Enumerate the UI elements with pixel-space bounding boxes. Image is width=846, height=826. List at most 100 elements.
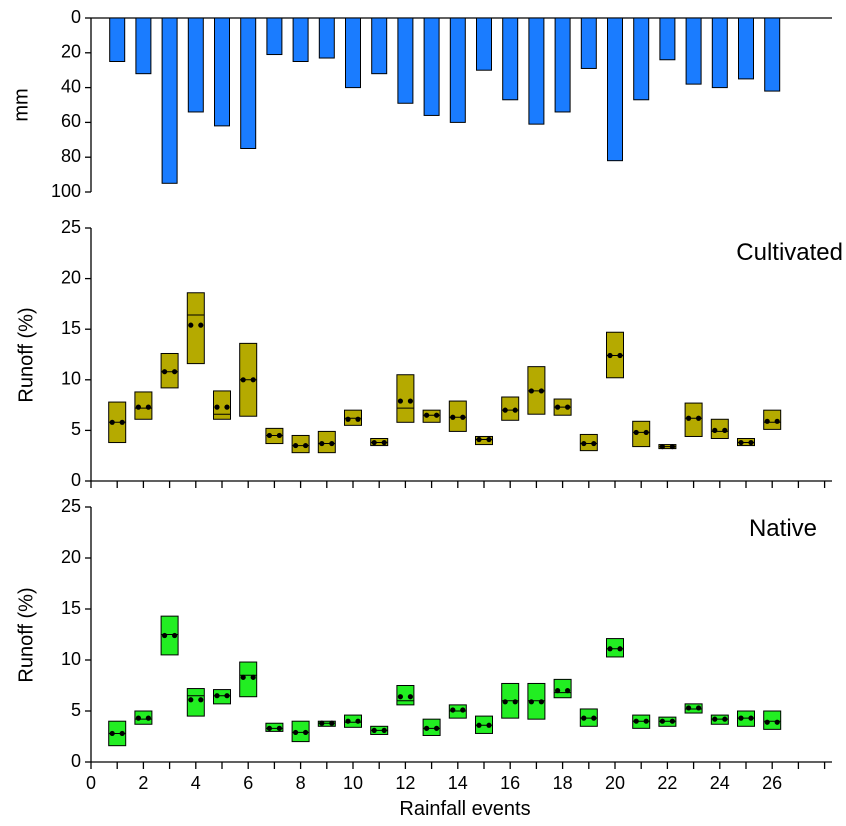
native-y-tick-label: 25	[61, 496, 81, 516]
native-mean-dot	[764, 719, 770, 725]
rainfall-bar	[109, 17, 126, 62]
native-mean-dot	[250, 674, 256, 680]
native-mean-dot	[329, 720, 335, 726]
native-box	[579, 708, 598, 727]
rainfall-y-axis-title: mm	[10, 88, 32, 121]
rainfall-bar	[135, 17, 152, 75]
cultivated-box	[448, 400, 467, 432]
native-x-tick-label: 26	[762, 773, 782, 793]
cultivated-mean-dot	[696, 415, 702, 421]
cultivated-mean-dot	[276, 432, 282, 439]
native-mean-dot	[276, 725, 282, 731]
rainfall-bar	[764, 17, 781, 92]
cultivated-box	[632, 420, 651, 448]
cultivated-mean-dot	[659, 443, 666, 450]
rainfall-y-tick-label: 0	[71, 7, 81, 27]
native-box	[344, 714, 362, 728]
rainfall-bar	[292, 17, 309, 62]
cultivated-box	[265, 427, 284, 445]
native-mean-dot	[188, 697, 194, 703]
rainfall-bar	[711, 17, 728, 89]
native-mean-dot	[712, 716, 718, 722]
rainfall-bar	[161, 17, 178, 184]
native-box	[527, 682, 546, 720]
cultivated-mean-dot	[240, 377, 246, 383]
native-mean-dot	[109, 730, 115, 737]
native-mean-dot	[319, 720, 325, 726]
cultivated-box	[317, 430, 336, 454]
rainfall-y-tick-label: 40	[61, 76, 81, 96]
cultivated-mean-dot	[198, 322, 204, 328]
rainfall-bar	[266, 17, 283, 56]
native-box	[606, 638, 624, 658]
cultivated-mean-dot	[565, 404, 571, 410]
rainfall-bar	[423, 17, 440, 116]
cultivated-mean-dot	[250, 377, 256, 383]
native-box	[658, 716, 677, 727]
native-mean-dot	[424, 725, 430, 731]
native-mean-dot	[617, 646, 623, 652]
native-mean-dot	[486, 722, 492, 728]
native-mean-dot	[135, 715, 141, 721]
cultivated-mean-dot	[591, 440, 597, 447]
cultivated-mean-dot	[722, 427, 728, 433]
native-mean-dot	[696, 705, 702, 711]
rainfall-y-tick-label: 80	[61, 146, 81, 166]
native-box	[737, 710, 755, 727]
native-panel-label: Native	[749, 515, 817, 542]
cultivated-mean-dot	[633, 429, 639, 436]
native-mean-dot	[214, 693, 220, 699]
cultivated-mean-dot	[303, 442, 309, 449]
native-mean-dot	[266, 725, 272, 731]
cultivated-mean-dot	[538, 388, 545, 394]
native-x-tick-label: 24	[710, 773, 730, 793]
native-mean-dot	[633, 718, 639, 724]
cultivated-mean-dot	[712, 427, 718, 433]
rainfall-bar	[371, 17, 388, 75]
cultivated-mean-dot	[450, 414, 456, 420]
native-mean-dot	[172, 632, 178, 639]
native-box	[239, 661, 258, 698]
cultivated-mean-dot	[293, 442, 299, 449]
native-box	[684, 703, 703, 714]
cultivated-box	[527, 366, 546, 415]
cultivated-mean-dot	[607, 352, 613, 359]
rainfall-bar	[318, 17, 335, 59]
rainfall-y-tick-label: 20	[61, 42, 81, 62]
cultivated-mean-dot	[528, 388, 535, 394]
native-mean-dot	[722, 716, 728, 722]
native-mean-dot	[381, 727, 387, 733]
cultivated-box	[370, 437, 389, 447]
cultivated-mean-dot	[748, 439, 754, 446]
native-x-tick-label: 8	[296, 773, 306, 793]
cultivated-mean-dot	[686, 415, 692, 421]
native-x-tick-label: 10	[343, 773, 363, 793]
cultivated-mean-dot	[371, 439, 377, 446]
native-mean-dot	[460, 707, 466, 713]
native-x-tick-label: 2	[138, 773, 148, 793]
cultivated-mean-dot	[424, 412, 430, 418]
native-mean-dot	[686, 705, 692, 711]
native-y-tick-label: 15	[61, 598, 81, 618]
rainfall-panel: mm 0 20 40 60 80 100	[10, 7, 832, 201]
native-mean-dot	[502, 699, 508, 705]
native-box	[213, 689, 231, 705]
native-mean-dot	[528, 699, 535, 705]
cultivated-mean-dot	[266, 432, 272, 439]
rainfall-y-tick-label: 100	[51, 181, 81, 201]
native-mean-dot	[555, 688, 561, 694]
native-mean-dot	[591, 715, 597, 721]
native-box	[186, 688, 205, 717]
cultivated-panel: Runoff (%) Cultivated 0 5 10 15 20 25	[15, 217, 843, 490]
cultivated-mean-dot	[329, 440, 335, 447]
cultivated-box	[160, 352, 179, 389]
cultivated-y-axis-title: Runoff (%)	[15, 307, 37, 402]
rainfall-bar	[607, 17, 623, 162]
rainfall-bar	[397, 17, 414, 104]
rainfall-bar	[345, 17, 361, 89]
native-y-axis-title: Runoff (%)	[15, 587, 37, 682]
native-mean-dot	[397, 694, 403, 700]
cultivated-mean-dot	[397, 398, 403, 404]
x-axis-title: Rainfall events	[399, 798, 530, 820]
